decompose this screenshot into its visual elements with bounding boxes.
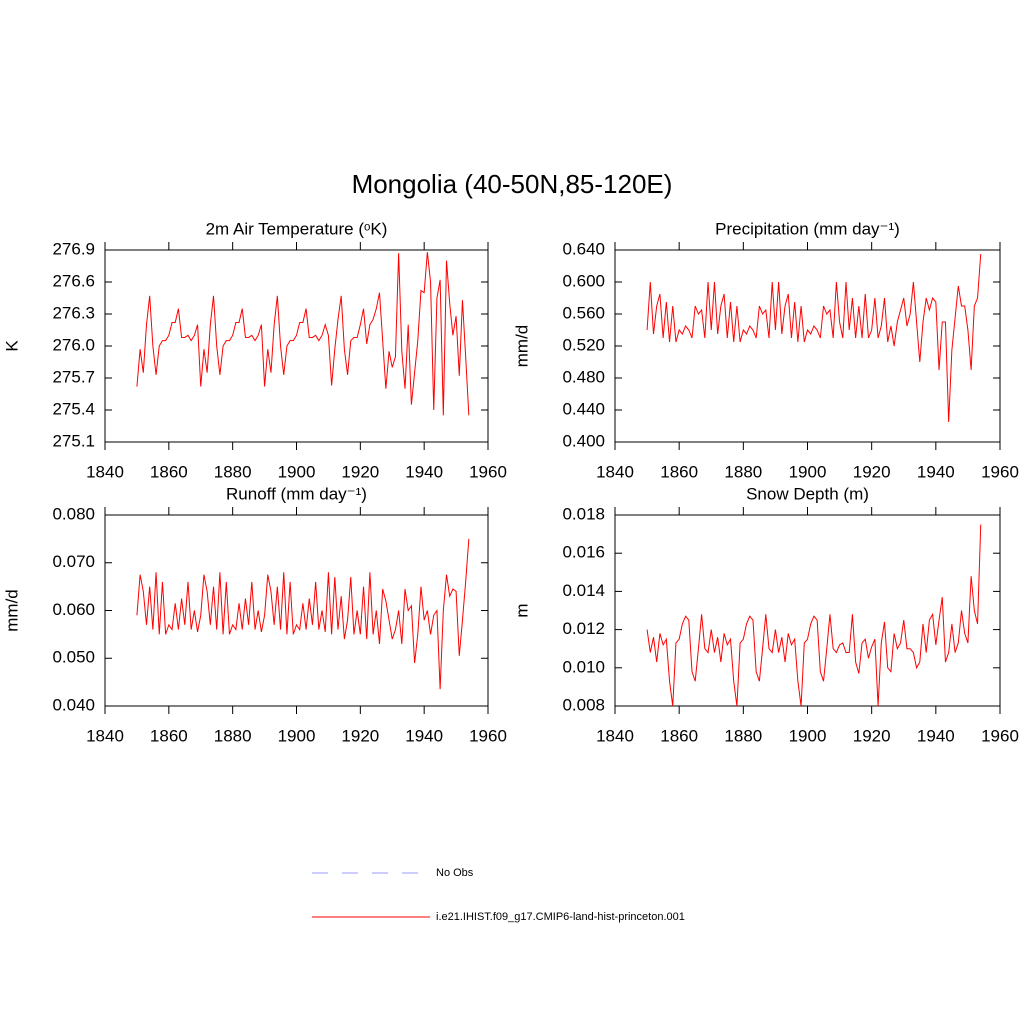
y-tick-label: 276.9	[52, 239, 95, 258]
x-tick-label: 1900	[278, 462, 316, 481]
y-tick-label: 0.012	[562, 619, 605, 638]
data-line	[136, 252, 470, 416]
y-tick-label: 276.0	[52, 335, 95, 354]
x-tick-label: 1920	[853, 462, 891, 481]
y-tick-label: 275.1	[52, 431, 95, 450]
x-tick-label: 1920	[341, 462, 379, 481]
x-tick-label: 1960	[469, 726, 507, 745]
x-tick-label: 1940	[405, 726, 443, 745]
figure-title: Mongolia (40-50N,85-120E)	[352, 169, 673, 199]
x-tick-label: 1900	[278, 726, 316, 745]
y-tick-label: 0.080	[52, 504, 95, 523]
x-tick-label: 1840	[596, 462, 634, 481]
data-line	[646, 253, 982, 423]
y-tick-label: 0.050	[52, 648, 95, 667]
y-tick-label: 0.640	[562, 239, 605, 258]
y-tick-label: 0.400	[562, 431, 605, 450]
y-tick-label: 0.060	[52, 600, 95, 619]
y-tick-label: 0.600	[562, 271, 605, 290]
y-tick-label: 0.440	[562, 399, 605, 418]
y-axis-label: mm/d	[2, 589, 21, 632]
x-tick-label: 1880	[724, 462, 762, 481]
y-axis-label: mm/d	[512, 325, 531, 368]
x-tick-label: 1920	[341, 726, 379, 745]
x-tick-label: 1940	[917, 462, 955, 481]
panel-title: Precipitation (mm day⁻¹)	[715, 219, 900, 238]
y-tick-label: 0.560	[562, 303, 605, 322]
x-tick-label: 1960	[981, 726, 1019, 745]
x-tick-label: 1940	[405, 462, 443, 481]
x-tick-label: 1860	[150, 462, 188, 481]
y-tick-label: 0.520	[562, 335, 605, 354]
x-tick-label: 1960	[981, 462, 1019, 481]
y-tick-label: 275.4	[52, 399, 95, 418]
y-tick-label: 276.3	[52, 303, 95, 322]
y-tick-label: 0.480	[562, 367, 605, 386]
y-axis-label: m	[512, 603, 531, 617]
data-line	[646, 524, 982, 707]
y-tick-label: 0.008	[562, 695, 605, 714]
x-tick-label: 1880	[214, 462, 252, 481]
panel-title: Snow Depth (m)	[746, 484, 869, 503]
x-tick-label: 1960	[469, 462, 507, 481]
panel-title: Runoff (mm day⁻¹)	[226, 484, 367, 503]
legend-label: i.e21.IHIST.f09_g17.CMIP6-land-hist-prin…	[436, 911, 685, 923]
y-axis-label: K	[2, 340, 21, 352]
y-tick-label: 0.040	[52, 695, 95, 714]
x-tick-label: 1900	[789, 462, 827, 481]
x-tick-label: 1860	[660, 726, 698, 745]
y-tick-label: 276.6	[52, 271, 95, 290]
x-tick-label: 1840	[86, 726, 124, 745]
x-tick-label: 1860	[150, 726, 188, 745]
x-tick-label: 1940	[917, 726, 955, 745]
x-tick-label: 1840	[86, 462, 124, 481]
x-tick-label: 1860	[660, 462, 698, 481]
x-tick-label: 1880	[724, 726, 762, 745]
y-tick-label: 0.016	[562, 543, 605, 562]
y-tick-label: 275.7	[52, 367, 95, 386]
y-tick-label: 0.018	[562, 504, 605, 523]
x-tick-label: 1880	[214, 726, 252, 745]
y-tick-label: 0.014	[562, 581, 605, 600]
x-tick-label: 1840	[596, 726, 634, 745]
legend-label: No Obs	[436, 867, 474, 879]
x-tick-label: 1900	[789, 726, 827, 745]
data-line	[136, 538, 470, 690]
panel-title: 2m Air Temperature (ᵒK)	[206, 219, 388, 238]
x-tick-label: 1920	[853, 726, 891, 745]
y-tick-label: 0.010	[562, 657, 605, 676]
y-tick-label: 0.070	[52, 552, 95, 571]
